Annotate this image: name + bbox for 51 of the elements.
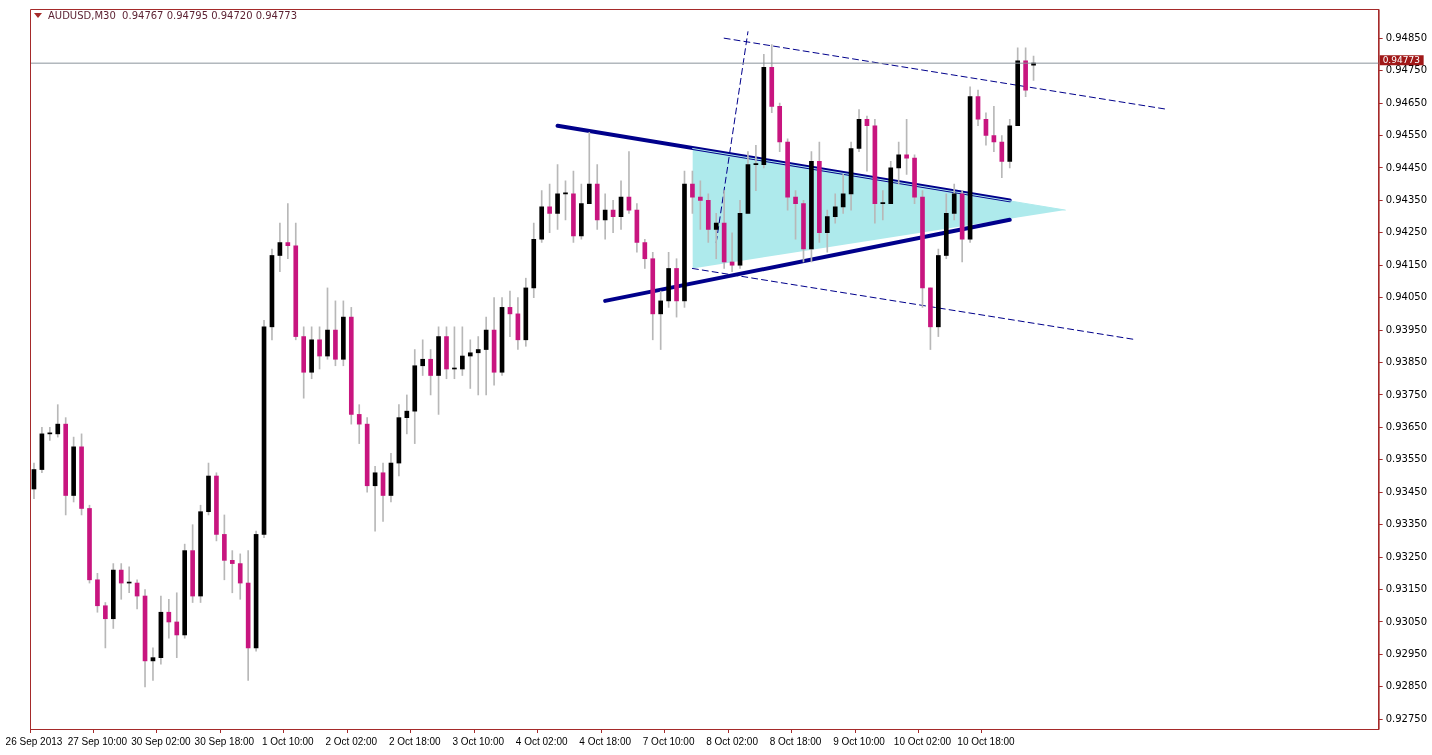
y-tick-label: 0.93550 (1385, 453, 1428, 465)
candlestick (658, 290, 664, 350)
x-tick-label: 8 Oct 18:00 (769, 735, 822, 747)
y-tick-label: 0.93250 (1385, 550, 1428, 562)
candlestick (475, 336, 481, 396)
y-tick-label: 0.94550 (1385, 129, 1428, 141)
x-tick-label: 10 Oct 02:00 (893, 735, 952, 747)
y-tick-label: 0.94850 (1385, 31, 1428, 43)
y-tick-label: 0.94750 (1385, 64, 1428, 76)
y-tick-label: 0.94650 (1385, 96, 1428, 108)
candlestick (753, 144, 759, 191)
y-tick-label: 0.92850 (1385, 680, 1428, 692)
y-tick-label: 0.92950 (1385, 648, 1428, 659)
candlestick (420, 339, 426, 376)
y-tick-label: 0.94150 (1385, 258, 1428, 270)
x-tick-label: 4 Oct 02:00 (515, 735, 568, 747)
y-tick-label: 0.93650 (1385, 420, 1428, 432)
x-tick-label: 2 Oct 02:00 (325, 735, 378, 747)
candlestick (404, 394, 410, 435)
candlestick (174, 592, 180, 658)
ref-line-label: 0.94773 (1382, 54, 1420, 65)
x-tick-label: 2 Oct 18:00 (388, 735, 442, 747)
y-tick-label: 0.93450 (1385, 485, 1428, 497)
y-tick-label: 0.92750 (1385, 712, 1428, 724)
x-tick-label: 26 Sep 2013 (5, 735, 63, 747)
candlestick (467, 339, 473, 389)
y-tick-label: 0.93350 (1385, 518, 1428, 530)
chart-title: AUDUSD,M30 0.94767 0.94795 0.94720 0.94773 (48, 10, 298, 21)
y-tick-label: 0.93850 (1385, 356, 1428, 368)
x-tick-label: 9 Oct 10:00 (833, 735, 886, 747)
y-tick-label: 0.93150 (1385, 583, 1428, 595)
y-tick-label: 0.93750 (1385, 388, 1428, 400)
candlestick (356, 404, 362, 444)
candlestick (880, 190, 886, 221)
y-tick-label: 0.93950 (1385, 323, 1428, 335)
x-tick-label: 27 Sep 10:00 (67, 735, 128, 747)
y-tick-label: 0.93050 (1385, 615, 1428, 627)
x-tick-label: 1 Oct 10:00 (261, 735, 315, 747)
x-tick-label: 8 Oct 02:00 (706, 735, 759, 747)
x-tick-label: 10 Oct 18:00 (957, 735, 1016, 747)
y-tick-label: 0.94350 (1385, 193, 1428, 205)
y-tick-label: 0.94450 (1385, 161, 1428, 173)
candlestick (713, 212, 719, 260)
x-tick-label: 3 Oct 10:00 (452, 735, 505, 747)
x-tick-label: 30 Sep 02:00 (131, 735, 192, 747)
candlestick (229, 550, 235, 594)
y-tick-label: 0.94050 (1385, 291, 1428, 303)
x-tick-label: 7 Oct 10:00 (642, 735, 695, 747)
y-tick-label: 0.94250 (1385, 226, 1428, 238)
x-tick-label: 4 Oct 18:00 (579, 735, 632, 747)
x-tick-label: 30 Sep 18:00 (194, 735, 255, 747)
